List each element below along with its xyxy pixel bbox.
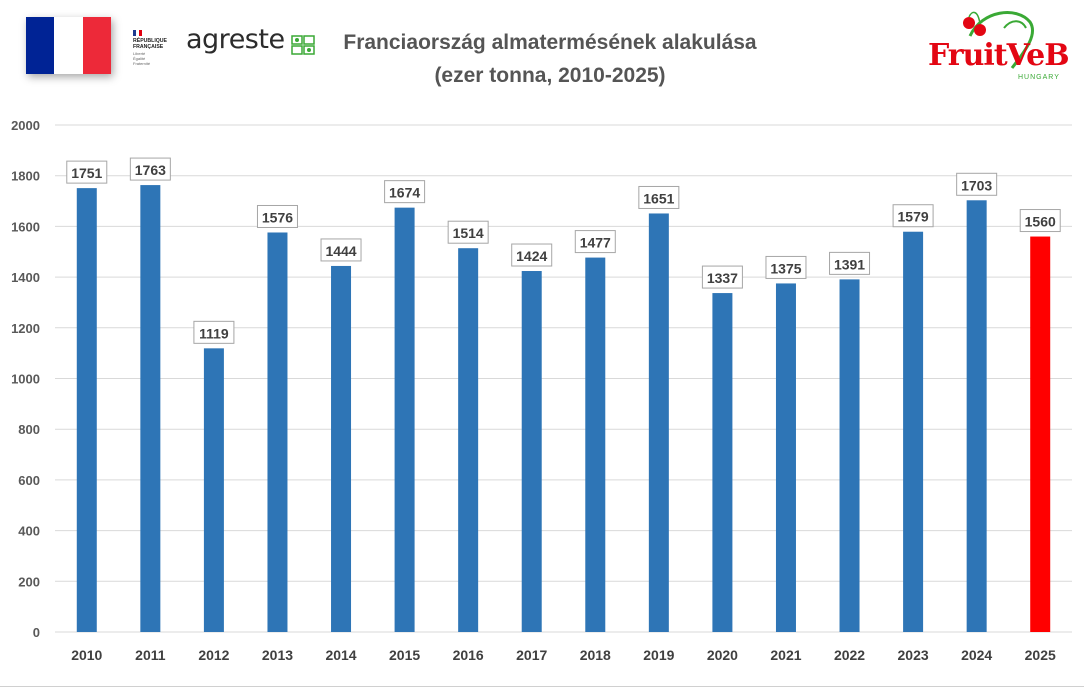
data-label-box xyxy=(66,160,108,184)
bar xyxy=(839,279,860,632)
data-label: 1424 xyxy=(516,248,547,264)
data-label-box xyxy=(701,265,743,289)
x-tick-label: 2014 xyxy=(325,647,356,663)
agreste-icon xyxy=(291,35,315,55)
data-label: 1763 xyxy=(135,162,166,178)
bar xyxy=(331,265,352,632)
data-label: 1651 xyxy=(643,190,674,206)
x-tick-label: 2016 xyxy=(453,647,484,663)
agreste-logo-text: agreste xyxy=(186,24,285,55)
data-label-box xyxy=(765,255,807,279)
data-label-box xyxy=(638,185,680,209)
rf-motto-1: Liberté xyxy=(133,51,146,56)
rf-motto-2: Égalité xyxy=(133,56,146,61)
fruitveb-logo: FruitVeB HUNGARY xyxy=(922,8,1072,88)
data-label: 1444 xyxy=(325,243,356,259)
y-tick-label: 600 xyxy=(18,473,40,488)
rf-motto-3: Fraternité xyxy=(133,61,151,66)
fruitveb-logo-text: FruitVeB xyxy=(928,38,1070,73)
chart-title-line2: (ezer tonna, 2010-2025) xyxy=(434,64,666,87)
data-label: 1579 xyxy=(898,209,929,225)
france-flag xyxy=(26,17,111,74)
x-tick-label: 2017 xyxy=(516,647,547,663)
y-tick-label: 2000 xyxy=(11,118,40,133)
y-tick-label: 1200 xyxy=(11,321,40,336)
data-label: 1337 xyxy=(707,270,738,286)
bar xyxy=(76,188,97,632)
y-tick-label: 200 xyxy=(18,574,40,589)
bar xyxy=(203,348,224,632)
chart-title-line1: Franciaország almatermésének alakulása xyxy=(343,31,757,54)
y-tick-label: 800 xyxy=(18,422,40,437)
data-label-box xyxy=(574,230,616,254)
data-label: 1703 xyxy=(961,177,992,193)
bar xyxy=(903,231,924,632)
rf-line1: RÉPUBLIQUE xyxy=(133,38,168,44)
footer-divider xyxy=(0,686,1084,687)
bar xyxy=(267,232,288,632)
fruitveb-logo-subtext: HUNGARY xyxy=(1018,74,1060,81)
x-tick-label: 2021 xyxy=(770,647,801,663)
x-tick-label: 2018 xyxy=(580,647,611,663)
x-tick-label: 2024 xyxy=(961,647,992,663)
bar xyxy=(140,185,161,632)
data-label: 1514 xyxy=(453,225,484,241)
republique-francaise-logo: RÉPUBLIQUE FRANÇAISE Liberté Égalité Fra… xyxy=(133,30,177,66)
x-tick-label: 2012 xyxy=(198,647,229,663)
x-tick-label: 2013 xyxy=(262,647,293,663)
bar xyxy=(966,200,987,633)
bar xyxy=(1030,236,1051,633)
data-label-box xyxy=(320,238,362,262)
data-label: 1119 xyxy=(199,325,229,341)
cherry-icon xyxy=(963,11,1035,69)
marianne-mark xyxy=(133,30,142,36)
bar xyxy=(585,257,606,632)
x-tick-label: 2023 xyxy=(898,647,929,663)
y-tick-label: 1600 xyxy=(11,219,40,234)
data-label: 1391 xyxy=(834,256,865,272)
y-tick-label: 0 xyxy=(33,625,40,640)
y-tick-label: 1000 xyxy=(11,372,40,387)
x-tick-label: 2010 xyxy=(71,647,102,663)
y-tick-label: 1400 xyxy=(11,270,40,285)
data-label: 1560 xyxy=(1025,214,1056,230)
bar xyxy=(648,213,669,632)
data-label: 1576 xyxy=(262,209,293,225)
y-tick-label: 1800 xyxy=(11,169,40,184)
rf-line2: FRANÇAISE xyxy=(133,44,164,50)
bar xyxy=(712,293,733,632)
data-label-box xyxy=(256,204,298,228)
x-tick-label: 2019 xyxy=(643,647,674,663)
data-label: 1375 xyxy=(770,260,801,276)
x-tick-label: 2022 xyxy=(834,647,865,663)
x-tick-label: 2020 xyxy=(707,647,738,663)
data-label-box xyxy=(384,180,426,204)
data-label-box xyxy=(447,220,489,244)
data-label-box xyxy=(193,320,235,344)
bar xyxy=(521,271,542,632)
data-label-box xyxy=(829,251,871,275)
data-label-box xyxy=(1019,209,1061,233)
bar xyxy=(775,283,796,632)
bar xyxy=(394,207,415,633)
x-tick-label: 2025 xyxy=(1025,647,1056,663)
data-label: 1674 xyxy=(389,185,420,201)
x-tick-label: 2015 xyxy=(389,647,420,663)
bar xyxy=(458,248,479,633)
data-label-box xyxy=(956,172,998,196)
data-label-box xyxy=(511,243,553,267)
data-label: 1477 xyxy=(580,235,611,251)
data-label: 1751 xyxy=(71,165,102,181)
data-label-box xyxy=(129,157,171,181)
data-label-box xyxy=(892,204,934,228)
y-tick-label: 400 xyxy=(18,524,40,539)
x-tick-label: 2011 xyxy=(135,647,166,663)
